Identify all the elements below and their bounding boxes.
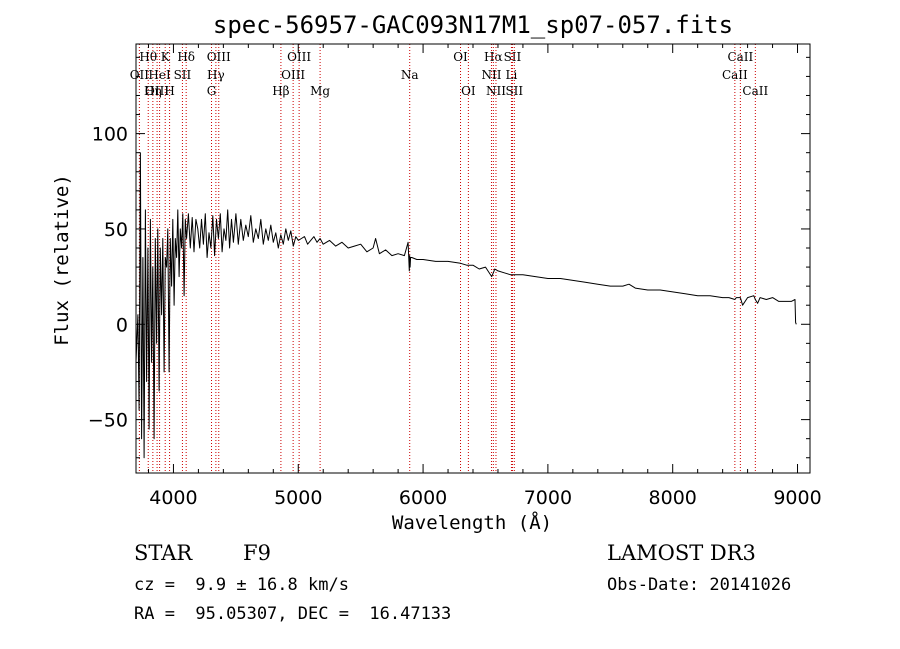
marker-label: G [207,84,217,98]
observation-date: Obs-Date: 20141026 [607,575,792,595]
marker-label: OIII [287,50,311,64]
x-tick-label: 8000 [649,487,697,509]
marker-label: OI [453,50,468,64]
object-subclass: F9 [243,541,271,565]
marker-label: OIII [281,68,305,82]
marker-label: OIII [207,50,231,64]
y-tick-label: 100 [92,124,128,146]
y-axis-label: Flux (relative) [51,174,73,346]
x-tick-label: 4000 [149,487,197,509]
marker-label: HeI [148,68,171,82]
spectrum-series [135,152,797,459]
y-tick-label: 50 [104,219,128,241]
marker-label: OII [130,68,150,82]
marker-label: Hη [144,84,162,98]
y-tick-label: 0 [116,314,128,336]
x-tick-label: 9000 [773,487,821,509]
chart-title: spec-56957-GAC093N17M1_sp07-057.fits [213,11,733,39]
marker-label: CaII [722,68,748,82]
redshift-value: cz = 9.9 ± 16.8 km/s [134,575,349,595]
marker-label: K [161,50,171,64]
object-class: STAR [134,541,193,565]
marker-label: NII [481,68,501,82]
marker-label: NII [486,84,506,98]
y-tick-label: −50 [88,410,128,432]
x-axis-label: Wavelength (Å) [392,511,552,534]
x-tick-label: 6000 [399,487,447,509]
marker-label: Hγ [207,68,225,82]
spectrum-line-0 [135,152,797,459]
marker-label: Mg [310,84,330,98]
marker-label: CaII [742,84,768,98]
marker-label: SII [504,50,522,64]
x-tick-label: 5000 [274,487,322,509]
marker-label: Hθ [139,50,157,64]
marker-label: Hβ [272,84,289,98]
marker-label: H [164,84,174,98]
marker-label: Li [506,68,518,82]
marker-label: Na [401,68,419,82]
plot-frame [135,43,811,474]
survey-name: LAMOST DR3 [607,541,756,565]
marker-label: CaII [727,50,753,64]
marker-label: SII [505,84,523,98]
marker-label: OI [461,84,476,98]
marker-label: SII [174,68,192,82]
marker-label: Hδ [177,50,195,64]
marker-label: OIII [145,84,169,98]
x-tick-label: 7000 [524,487,572,509]
axes: 4000 5000 6000 7000 8000 9000 −50 0 50 100 [88,44,822,509]
marker-label: Hα [484,50,503,64]
coordinates: RA = 95.05307, DEC = 16.47133 [134,604,452,624]
